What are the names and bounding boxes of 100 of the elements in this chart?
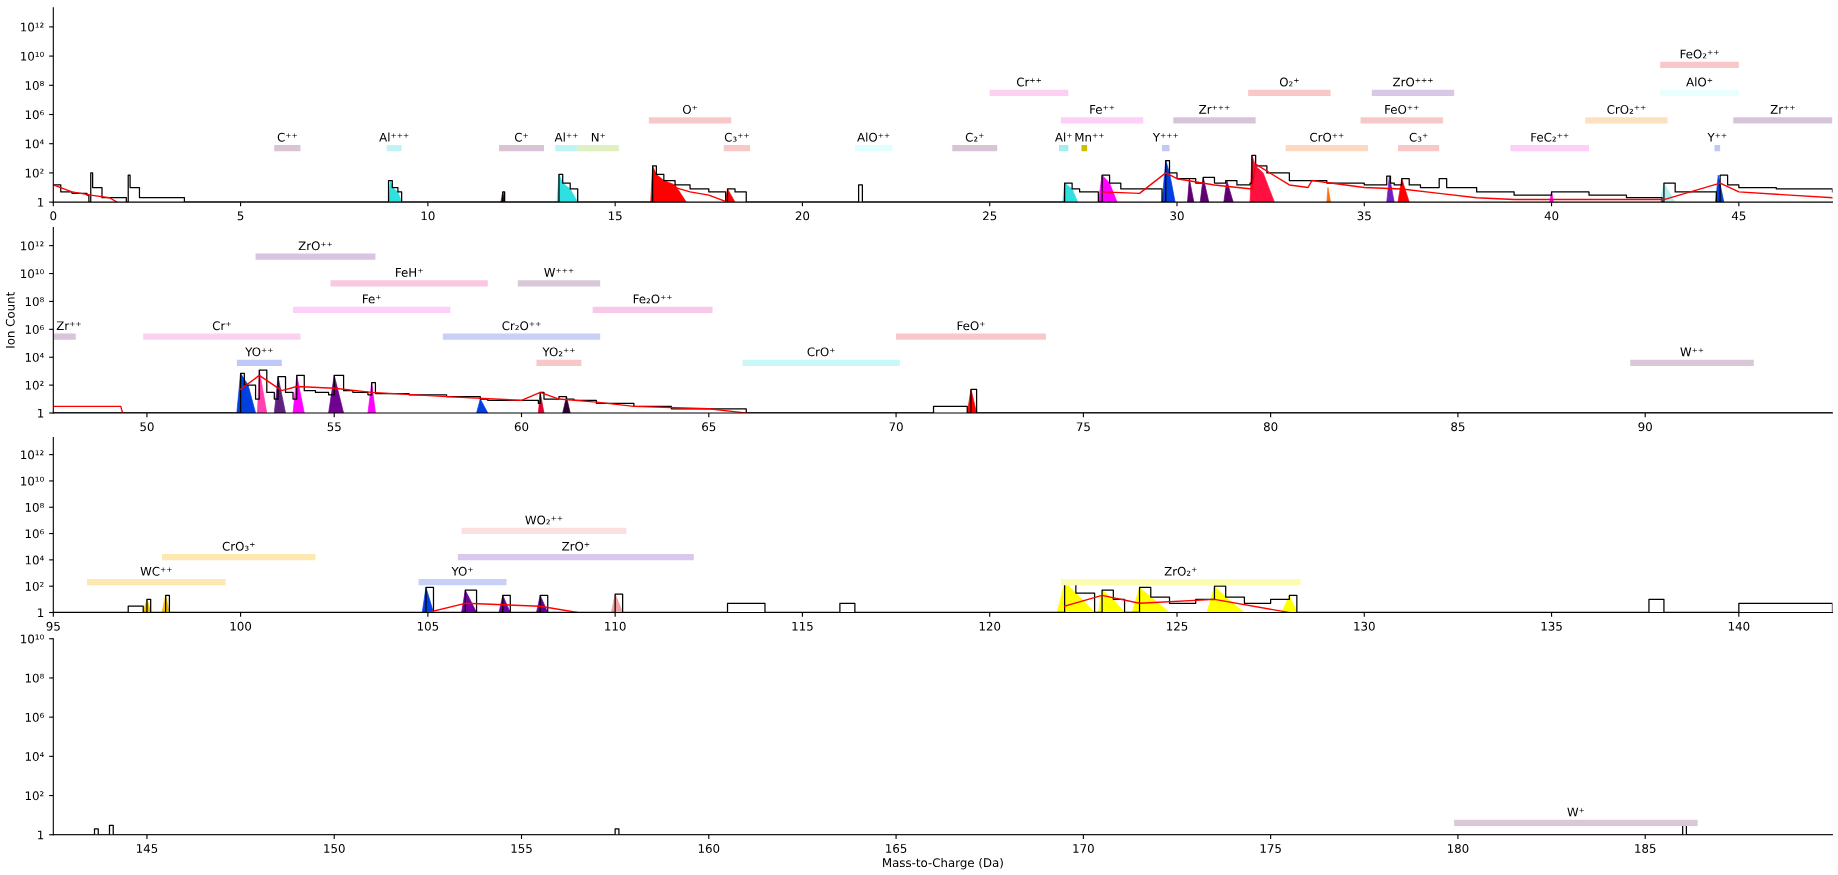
series-label: Cr₂O⁺⁺	[502, 321, 541, 331]
series-label: Fe₂O⁺⁺	[633, 294, 672, 304]
y-tick-label: 10²	[25, 380, 44, 390]
series-label: Zr⁺⁺	[1770, 105, 1795, 114]
series-label: CrO⁺⁺	[1310, 132, 1344, 142]
y-tick-label: 10¹⁰	[21, 634, 44, 644]
x-tick-label: 150	[324, 843, 345, 853]
y-tick-label: 10⁸	[25, 673, 44, 683]
series-label: YO₂⁺⁺	[542, 347, 575, 357]
x-tick-label: 155	[511, 844, 532, 853]
x-tick-label: 85	[1451, 422, 1465, 432]
x-axis-title: Mass-to-Charge (Da)	[883, 857, 1003, 870]
series-label: Zr⁺⁺⁺	[1199, 105, 1230, 114]
series-label: Cr⁺	[212, 321, 231, 331]
x-tick-label: 80	[1263, 422, 1278, 432]
y-tick-label: 1	[38, 830, 44, 840]
x-tick-label: 175	[1260, 844, 1281, 853]
x-tick-label: 120	[979, 621, 1001, 631]
x-tick-label: 55	[327, 422, 341, 432]
y-tick-label: 10⁶	[25, 325, 44, 334]
x-tick-label: 135	[1541, 621, 1562, 631]
series-label: C₂⁺	[965, 132, 984, 142]
y-tick-label: 10⁸	[25, 297, 44, 307]
x-tick-label: 110	[605, 621, 626, 631]
x-tick-label: 165	[886, 843, 907, 853]
series-label: ZrO⁺⁺	[298, 241, 333, 251]
y-axis-title: Ion Count	[5, 292, 15, 348]
series-label: C⁺	[514, 132, 528, 142]
series-label: WC⁺⁺	[140, 566, 172, 576]
x-tick-label: 25	[983, 211, 997, 221]
x-tick-label: 145	[136, 844, 158, 853]
series-label: W⁺⁺	[1680, 347, 1704, 357]
series-label: FeO₂⁺⁺	[1680, 49, 1719, 59]
x-tick-label: 185	[1635, 843, 1656, 853]
y-tick-label: 10¹⁰	[21, 51, 44, 61]
y-tick-label: 10²	[25, 581, 44, 591]
y-tick-label: 10¹²	[21, 22, 44, 32]
series-label: C₃⁺	[1409, 132, 1428, 142]
x-tick-label: 90	[1638, 422, 1652, 432]
series-label: Al⁺	[1054, 132, 1072, 142]
y-tick-label: 10¹²	[21, 241, 44, 251]
x-tick-label: 160	[698, 843, 720, 853]
series-label: Al⁺⁺⁺	[379, 132, 409, 142]
x-tick-label: 130	[1354, 621, 1375, 631]
series-label: W⁺⁺⁺	[544, 268, 574, 277]
x-tick-label: 65	[702, 422, 716, 432]
x-tick-label: 105	[417, 621, 439, 631]
series-label: AlO⁺	[1686, 77, 1713, 87]
x-tick-label: 5	[237, 211, 244, 221]
x-tick-label: 140	[1728, 621, 1750, 631]
y-tick-label: 10⁸	[25, 502, 44, 512]
series-label: CrO⁺	[807, 347, 835, 357]
x-tick-label: 15	[608, 211, 622, 221]
series-label: AlO⁺⁺	[857, 132, 890, 142]
series-label: O⁺	[682, 104, 698, 114]
series-label: YO⁺	[451, 566, 473, 576]
series-label: Y⁺⁺	[1707, 132, 1727, 142]
y-tick-label: 10⁴	[25, 139, 44, 149]
series-label: CrO₃⁺	[222, 541, 255, 551]
series-label: FeH⁺	[396, 268, 423, 277]
y-tick-label: 1	[38, 608, 44, 617]
y-tick-label: 10¹⁰	[21, 476, 44, 486]
x-tick-label: 50	[140, 422, 154, 432]
series-label: C⁺⁺	[277, 132, 297, 142]
series-label: C₃⁺⁺	[724, 132, 749, 142]
x-tick-label: 20	[795, 211, 810, 221]
x-tick-label: 100	[230, 621, 252, 631]
series-label: YO⁺⁺	[245, 347, 273, 357]
y-tick-label: 10²	[25, 168, 44, 178]
series-label: FeC₂⁺⁺	[1531, 132, 1569, 142]
x-tick-label: 30	[1170, 211, 1184, 221]
y-tick-label: 10⁸	[25, 81, 44, 90]
series-label: Fe⁺	[363, 294, 381, 304]
y-tick-label: 10⁶	[25, 712, 44, 722]
x-tick-label: 125	[1167, 621, 1188, 631]
series-label: CrO₂⁺⁺	[1607, 104, 1646, 114]
series-label: ZrO⁺⁺⁺	[1393, 77, 1433, 87]
y-tick-label: 10⁴	[25, 352, 44, 362]
series-label: ZrO⁺	[562, 541, 590, 551]
series-label: Cr⁺⁺	[1016, 77, 1042, 87]
x-tick-label: 0	[50, 211, 57, 221]
series-label: ZrO₂⁺	[1164, 566, 1197, 576]
x-tick-label: 60	[514, 422, 529, 432]
series-label: FeO⁺	[957, 321, 985, 331]
series-label: Y⁺⁺⁺	[1152, 132, 1178, 142]
series-label: Zr⁺⁺	[56, 321, 81, 330]
y-tick-label: 10⁴	[25, 555, 44, 565]
y-tick-label: 1	[38, 198, 44, 207]
x-tick-label: 45	[1731, 211, 1746, 221]
x-tick-label: 115	[792, 621, 813, 631]
y-tick-label: 10⁶	[25, 110, 44, 120]
x-tick-label: 10	[421, 211, 435, 221]
series-label: WO₂⁺⁺	[525, 515, 563, 525]
series-label: O₂⁺	[1279, 77, 1299, 87]
x-tick-label: 75	[1076, 422, 1090, 432]
x-tick-label: 180	[1447, 843, 1469, 853]
series-label: W⁺	[1567, 807, 1585, 817]
y-tick-label: 1	[38, 408, 44, 418]
y-tick-label: 10²	[25, 791, 44, 801]
series-label: FeO⁺⁺	[1385, 104, 1419, 114]
